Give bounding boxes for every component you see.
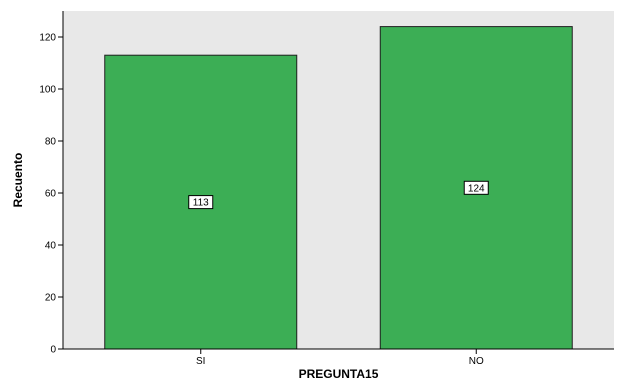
data-label: 124 <box>468 183 485 194</box>
y-tick-label: 60 <box>45 189 57 200</box>
y-tick-label: 100 <box>39 85 56 96</box>
data-label: 113 <box>193 198 209 209</box>
x-tick-label: SI <box>196 356 205 367</box>
data-label-box <box>188 195 214 210</box>
x-tick-label: NO <box>469 356 484 367</box>
y-tick-label: 40 <box>45 241 57 252</box>
y-tick-label: 120 <box>39 33 56 44</box>
y-tick-label: 20 <box>45 293 57 304</box>
y-axis-title: Recuento <box>11 153 25 208</box>
y-tick-label: 80 <box>45 137 57 148</box>
y-tick-label: 0 <box>50 345 56 356</box>
bars: 113 124 <box>104 26 573 350</box>
x-axis-ticks: SI NO <box>196 349 484 367</box>
data-label-box <box>463 180 489 195</box>
x-axis-title: PREGUNTA15 <box>299 367 379 381</box>
y-axis-ticks: 0 20 40 60 80 100 120 <box>39 33 63 356</box>
